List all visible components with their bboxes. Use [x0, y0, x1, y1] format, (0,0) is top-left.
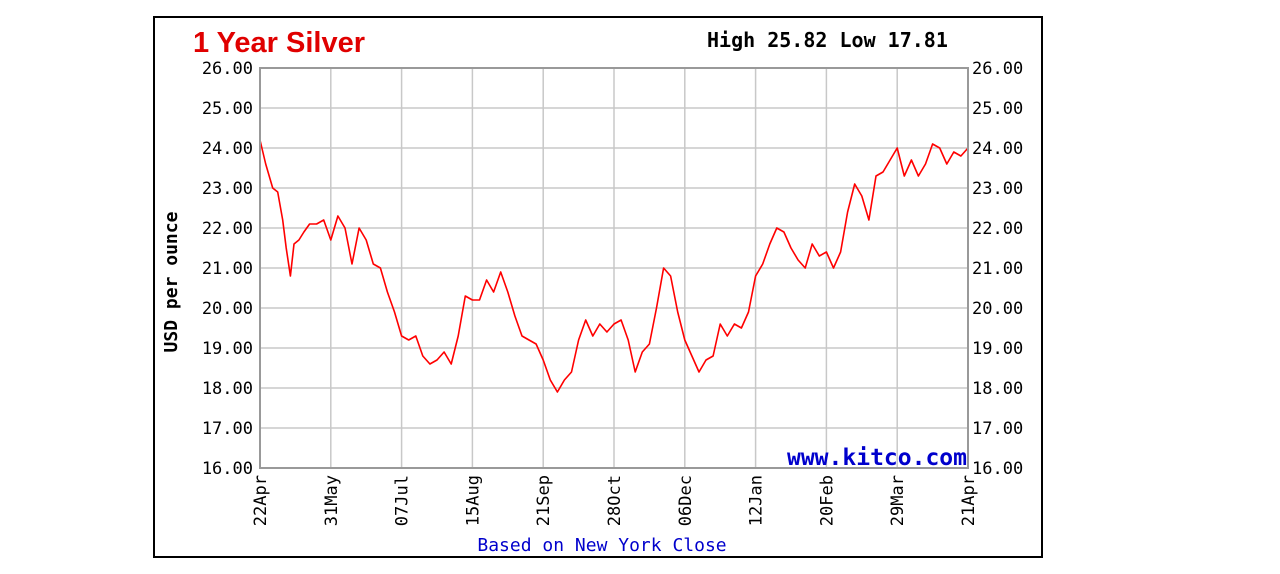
low-value: 17.81: [888, 28, 948, 52]
x-tick-label: 31May: [322, 475, 342, 526]
y-tick-label-right: 22.00: [972, 219, 1023, 239]
x-tick-label: 29Mar: [888, 475, 908, 526]
y-tick-label-left: 25.00: [202, 99, 253, 119]
y-tick-label-left: 21.00: [202, 259, 253, 279]
y-tick-label-left: 24.00: [202, 139, 253, 159]
y-tick-label-left: 22.00: [202, 219, 253, 239]
high-low-readout: High 25.82 Low 17.81: [707, 28, 948, 52]
y-tick-label-left: 20.00: [202, 299, 253, 319]
plot-border: [259, 67, 969, 469]
x-tick-label: 28Oct: [605, 475, 625, 526]
chart-title: 1 Year Silver: [193, 27, 365, 59]
x-tick-label: 22Apr: [251, 475, 271, 526]
y-tick-label-left: 26.00: [202, 59, 253, 79]
x-axis-label: Based on New York Close: [477, 535, 726, 556]
price-series-line: [259, 139, 969, 393]
high-label: High: [707, 28, 755, 52]
y-tick-label-left: 19.00: [202, 339, 253, 359]
x-tick-label: 07Jul: [393, 475, 413, 526]
y-tick-label-left: 23.00: [202, 179, 253, 199]
x-tick-label: 21Apr: [959, 475, 979, 526]
x-tick-label: 15Aug: [463, 475, 483, 526]
x-tick-label: 20Feb: [817, 475, 837, 526]
y-axis-label: USD per ounce: [161, 211, 182, 352]
x-tick-label: 12Jan: [747, 475, 767, 526]
y-tick-label-right: 19.00: [972, 339, 1023, 359]
y-tick-label-right: 24.00: [972, 139, 1023, 159]
kitco-watermark[interactable]: www.kitco.com: [787, 445, 967, 471]
x-tick-labels: 22Apr 31May 07Jul 15Aug 21Sep 28Oct 06Dec 12Jan…: [251, 475, 979, 526]
chart-frame: 1 Year Silver High 25.82 Low 17.81 16.00…: [153, 16, 1043, 558]
grid-lines: [259, 67, 969, 469]
y-tick-labels: 16.00 16.00 17.00 17.00 18.00 18.00 19.00 19.00…: [202, 59, 1023, 479]
y-tick-label-right: 25.00: [972, 99, 1023, 119]
high-value: 25.82: [767, 28, 827, 52]
y-tick-label-right: 21.00: [972, 259, 1023, 279]
y-tick-label-left: 16.00: [202, 459, 253, 479]
y-tick-label-right: 23.00: [972, 179, 1023, 199]
low-label: Low: [839, 28, 876, 52]
silver-price-chart: 1 Year Silver High 25.82 Low 17.81 16.00…: [161, 27, 1023, 556]
y-tick-label-left: 17.00: [202, 419, 253, 439]
y-tick-label-right: 20.00: [972, 299, 1023, 319]
x-tick-label: 21Sep: [534, 475, 554, 526]
y-tick-label-right: 16.00: [972, 459, 1023, 479]
y-tick-label-right: 17.00: [972, 419, 1023, 439]
y-tick-label-right: 18.00: [972, 379, 1023, 399]
x-tick-label: 06Dec: [676, 475, 696, 526]
y-tick-label-left: 18.00: [202, 379, 253, 399]
y-tick-label-right: 26.00: [972, 59, 1023, 79]
